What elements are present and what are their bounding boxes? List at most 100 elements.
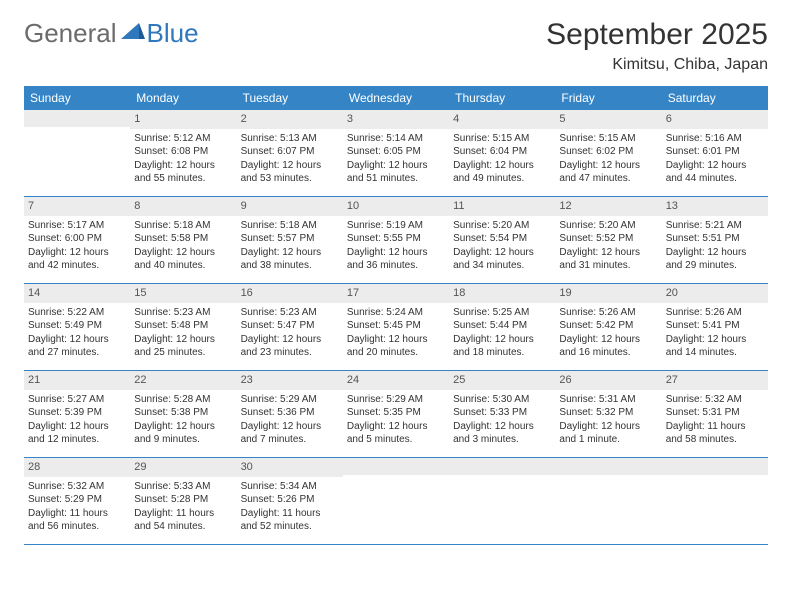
- weeks-container: 1Sunrise: 5:12 AMSunset: 6:08 PMDaylight…: [24, 110, 768, 545]
- day-number: 28: [24, 458, 130, 477]
- daylight-text: Daylight: 12 hours and 36 minutes.: [347, 246, 445, 273]
- sunrise-text: Sunrise: 5:34 AM: [241, 480, 339, 494]
- daylight-text: Daylight: 12 hours and 14 minutes.: [666, 333, 764, 360]
- day-number: 20: [662, 284, 768, 303]
- day-cell: 29Sunrise: 5:33 AMSunset: 5:28 PMDayligh…: [130, 458, 236, 544]
- day-number: 26: [555, 371, 661, 390]
- sunset-text: Sunset: 5:54 PM: [453, 232, 551, 246]
- sunrise-text: Sunrise: 5:15 AM: [453, 132, 551, 146]
- sunset-text: Sunset: 5:38 PM: [134, 406, 232, 420]
- sunrise-text: Sunrise: 5:14 AM: [347, 132, 445, 146]
- day-cell: 22Sunrise: 5:28 AMSunset: 5:38 PMDayligh…: [130, 371, 236, 457]
- daylight-text: Daylight: 12 hours and 31 minutes.: [559, 246, 657, 273]
- sunrise-text: Sunrise: 5:23 AM: [134, 306, 232, 320]
- logo-text-blue: Blue: [147, 18, 199, 49]
- sunset-text: Sunset: 5:35 PM: [347, 406, 445, 420]
- daylight-text: Daylight: 12 hours and 34 minutes.: [453, 246, 551, 273]
- sunrise-text: Sunrise: 5:19 AM: [347, 219, 445, 233]
- title-block: September 2025 Kimitsu, Chiba, Japan: [546, 18, 768, 74]
- sunset-text: Sunset: 5:48 PM: [134, 319, 232, 333]
- sunset-text: Sunset: 5:28 PM: [134, 493, 232, 507]
- day-number: 21: [24, 371, 130, 390]
- day-cell: 9Sunrise: 5:18 AMSunset: 5:57 PMDaylight…: [237, 197, 343, 283]
- sunrise-text: Sunrise: 5:15 AM: [559, 132, 657, 146]
- daylight-text: Daylight: 12 hours and 51 minutes.: [347, 159, 445, 186]
- daylight-text: Daylight: 11 hours and 54 minutes.: [134, 507, 232, 534]
- month-title: September 2025: [546, 18, 768, 52]
- week-row: 14Sunrise: 5:22 AMSunset: 5:49 PMDayligh…: [24, 284, 768, 371]
- day-headers-row: Sunday Monday Tuesday Wednesday Thursday…: [24, 86, 768, 110]
- sunset-text: Sunset: 5:26 PM: [241, 493, 339, 507]
- day-number: 11: [449, 197, 555, 216]
- daylight-text: Daylight: 12 hours and 18 minutes.: [453, 333, 551, 360]
- week-row: 21 Sunrise: 5:27 AMSunset: 5:39 PM Dayligh…: [24, 371, 768, 458]
- sunset-text: Sunset: 5:33 PM: [453, 406, 551, 420]
- sunset-text: Sunset: 6:04 PM: [453, 145, 551, 159]
- day-number: 12: [555, 197, 661, 216]
- sunrise-text: Sunrise: 5:29 AM: [347, 393, 445, 407]
- day-header-saturday: Saturday: [662, 86, 768, 110]
- day-cell: 19Sunrise: 5:26 AMSunset: 5:42 PMDayligh…: [555, 284, 661, 370]
- daylight-text: Daylight: 12 hours and 9 minutes.: [134, 420, 232, 447]
- sunrise-text: Sunrise: 5:31 AM: [559, 393, 657, 407]
- location: Kimitsu, Chiba, Japan: [546, 56, 768, 74]
- day-number: 3: [343, 110, 449, 129]
- day-number: 15: [130, 284, 236, 303]
- daylight-text: Daylight: 12 hours and 44 minutes.: [666, 159, 764, 186]
- sunset-text: Sunset: 6:05 PM: [347, 145, 445, 159]
- sunrise-text: Sunrise: 5:16 AM: [666, 132, 764, 146]
- day-cell: 26Sunrise: 5:31 AMSunset: 5:32 PMDayligh…: [555, 371, 661, 457]
- day-number: 16: [237, 284, 343, 303]
- sunset-text: Sunset: 5:44 PM: [453, 319, 551, 333]
- day-number: 19: [555, 284, 661, 303]
- day-cell: 4Sunrise: 5:15 AMSunset: 6:04 PMDaylight…: [449, 110, 555, 196]
- daylight-text: Daylight: 12 hours and 1 minute.: [559, 420, 657, 447]
- day-cell: 12Sunrise: 5:20 AMSunset: 5:52 PMDayligh…: [555, 197, 661, 283]
- sunset-text: Sunset: 5:42 PM: [559, 319, 657, 333]
- sunset-text: Sunset: 5:49 PM: [28, 319, 126, 333]
- day-cell: 8Sunrise: 5:18 AMSunset: 5:58 PMDaylight…: [130, 197, 236, 283]
- daylight-text: Daylight: 12 hours and 25 minutes.: [134, 333, 232, 360]
- sunset-text: Sunset: 5:57 PM: [241, 232, 339, 246]
- day-number: 9: [237, 197, 343, 216]
- page-header: General Blue September 2025 Kimitsu, Chi…: [24, 18, 768, 74]
- daylight-text: Daylight: 12 hours and 16 minutes.: [559, 333, 657, 360]
- day-number: 8: [130, 197, 236, 216]
- sunset-text: Sunset: 5:29 PM: [28, 493, 126, 507]
- day-number: [555, 458, 661, 475]
- day-number: 23: [237, 371, 343, 390]
- sunrise-text: Sunrise: 5:27 AM: [28, 393, 126, 407]
- day-cell: [24, 110, 130, 196]
- daylight-text: Daylight: 11 hours and 58 minutes.: [666, 420, 764, 447]
- day-cell: 25Sunrise: 5:30 AMSunset: 5:33 PMDayligh…: [449, 371, 555, 457]
- sunrise-text: Sunrise: 5:20 AM: [559, 219, 657, 233]
- sunset-text: Sunset: 6:02 PM: [559, 145, 657, 159]
- day-number: 29: [130, 458, 236, 477]
- day-cell: 21Sunrise: 5:27 AMSunset: 5:39 PMDayligh…: [24, 371, 130, 457]
- sunset-text: Sunset: 5:39 PM: [28, 406, 126, 420]
- sunset-text: Sunset: 6:08 PM: [134, 145, 232, 159]
- day-number: 13: [662, 197, 768, 216]
- sunrise-text: Sunrise: 5:32 AM: [666, 393, 764, 407]
- day-cell: 15 Sunrise: 5:23 AMSunset: 5:48 PMDayligh…: [130, 284, 236, 370]
- day-header-tuesday: Tuesday: [237, 86, 343, 110]
- daylight-text: Daylight: 12 hours and 5 minutes.: [347, 420, 445, 447]
- day-cell: 11Sunrise: 5:20 AMSunset: 5:54 PMDayligh…: [449, 197, 555, 283]
- sunrise-text: Sunrise: 5:22 AM: [28, 306, 126, 320]
- daylight-text: Daylight: 12 hours and 27 minutes.: [28, 333, 126, 360]
- daylight-text: Daylight: 12 hours and 55 minutes.: [134, 159, 232, 186]
- sunset-text: Sunset: 6:07 PM: [241, 145, 339, 159]
- calendar: Sunday Monday Tuesday Wednesday Thursday…: [24, 86, 768, 545]
- day-cell: 17Sunrise: 5:24 AMSunset: 5:45 PMDayligh…: [343, 284, 449, 370]
- sunset-text: Sunset: 5:55 PM: [347, 232, 445, 246]
- day-number: [24, 110, 130, 127]
- day-number: 25: [449, 371, 555, 390]
- day-cell: [449, 458, 555, 544]
- logo: General Blue: [24, 18, 199, 49]
- sunrise-text: Sunrise: 5:12 AM: [134, 132, 232, 146]
- day-number: 27: [662, 371, 768, 390]
- sunset-text: Sunset: 6:00 PM: [28, 232, 126, 246]
- sunrise-text: Sunrise: 5:26 AM: [666, 306, 764, 320]
- daylight-text: Daylight: 12 hours and 42 minutes.: [28, 246, 126, 273]
- day-header-monday: Monday: [130, 86, 236, 110]
